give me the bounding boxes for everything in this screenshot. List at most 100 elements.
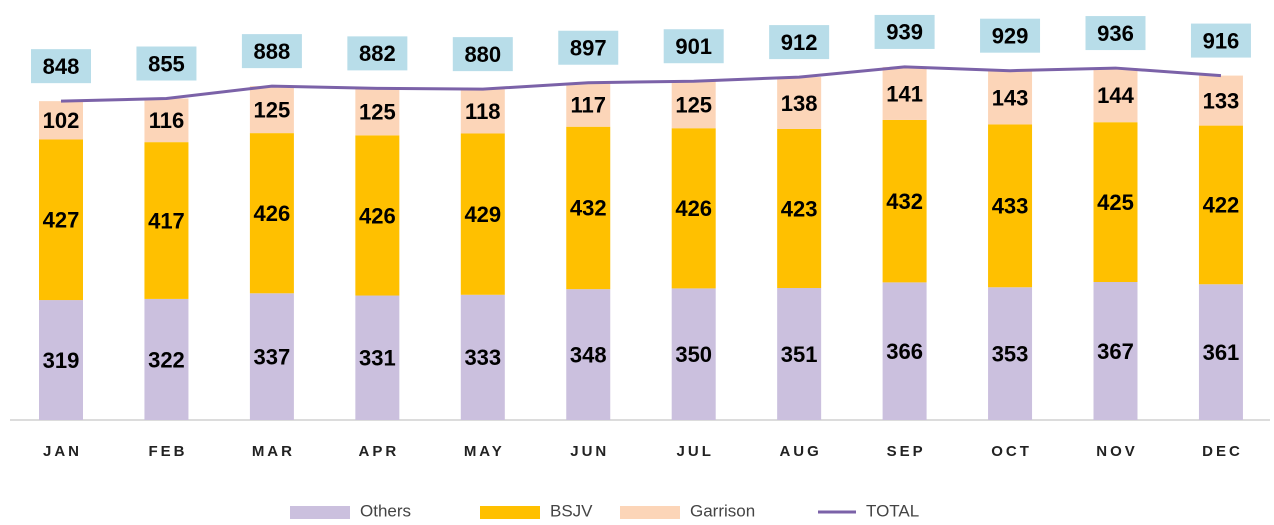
x-tick-label: AUG (779, 443, 821, 460)
data-label: 351 (781, 342, 818, 367)
bar-segment (566, 126, 611, 290)
x-tick-label: NOV (1096, 443, 1138, 460)
total-label: 855 (148, 51, 185, 76)
bar-segment (1093, 122, 1138, 283)
x-tick-label: MAR (252, 443, 295, 460)
label-box (347, 36, 408, 71)
bar-segment (460, 294, 505, 420)
data-label: 432 (570, 196, 607, 221)
data-label: 426 (359, 203, 396, 228)
total-label: 848 (43, 54, 80, 79)
label-box (980, 18, 1041, 53)
bar-segment (355, 88, 400, 136)
data-label: 348 (570, 342, 607, 367)
bar-segment (460, 89, 505, 134)
data-label: 422 (1203, 193, 1240, 218)
data-label: 426 (254, 201, 291, 226)
data-label: 144 (1097, 83, 1134, 108)
data-label: 353 (992, 341, 1029, 366)
x-tick-label: OCT (991, 443, 1032, 460)
bar-segment (777, 77, 822, 129)
label-box (874, 14, 935, 49)
data-label: 125 (359, 100, 396, 125)
label-box (452, 37, 513, 72)
data-label: 331 (359, 346, 396, 371)
bar-segment (355, 135, 400, 296)
data-label: 118 (465, 99, 501, 124)
bar-segment (460, 133, 505, 295)
label-box (31, 49, 91, 84)
label-box (558, 30, 619, 65)
total-label: 888 (254, 39, 291, 64)
data-label: 433 (992, 194, 1029, 219)
bar-segment (39, 139, 83, 301)
bar-segment (882, 282, 927, 420)
data-label: 417 (148, 208, 185, 233)
data-label: 138 (781, 91, 818, 116)
data-label: 367 (1097, 339, 1134, 364)
bar-segment (144, 142, 189, 299)
bar-segment (671, 128, 716, 289)
label-box (241, 34, 302, 69)
total-label: 916 (1203, 28, 1240, 53)
label-box (663, 29, 724, 64)
legend-swatch (620, 506, 680, 519)
bar-segment (1198, 75, 1243, 126)
bar-segment (39, 300, 83, 420)
x-tick-label: FEB (148, 443, 187, 460)
data-label: 337 (254, 344, 291, 369)
data-label: 333 (464, 345, 501, 370)
bar-segment (1093, 68, 1138, 123)
bar-segment (1198, 284, 1243, 420)
bar-segment (355, 295, 400, 420)
bar-segment (1198, 125, 1243, 285)
bar-segment (777, 128, 822, 289)
x-tick-label: MAY (464, 443, 505, 460)
bar-segment (144, 298, 189, 420)
x-tick-label: JUL (677, 443, 714, 460)
data-label: 350 (675, 342, 712, 367)
legend-label: BSJV (550, 501, 593, 520)
x-tick-label: JUN (570, 443, 609, 460)
total-label: 912 (781, 30, 818, 55)
bar-segment (566, 82, 611, 127)
data-label: 366 (886, 339, 923, 364)
data-label: 143 (992, 85, 1029, 110)
bar-segment (39, 101, 83, 140)
data-label: 361 (1203, 340, 1240, 365)
x-tick-label: APR (359, 443, 400, 460)
bar-segment (1093, 282, 1138, 420)
x-tick-label: DEC (1202, 443, 1243, 460)
data-label: 425 (1097, 190, 1134, 215)
data-label: 427 (43, 208, 80, 233)
data-label: 141 (886, 81, 923, 106)
total-label: 897 (570, 36, 607, 61)
bar-segment (249, 133, 294, 294)
total-label: 936 (1097, 21, 1134, 46)
label-box (136, 46, 197, 81)
bar-segment (144, 98, 189, 143)
total-label: 901 (675, 34, 712, 59)
data-label: 426 (675, 196, 712, 221)
bar-segment (671, 81, 716, 129)
label-box (1190, 23, 1251, 58)
legend-label: Garrison (690, 501, 755, 520)
data-label: 125 (675, 93, 712, 118)
legend-label: TOTAL (866, 501, 919, 520)
bar-segment (777, 288, 822, 420)
label-box (769, 25, 830, 60)
bar-segment (566, 289, 611, 420)
bar-segment (671, 288, 716, 420)
x-tick-label: JAN (43, 443, 82, 460)
data-label: 133 (1203, 88, 1240, 113)
data-label: 117 (571, 93, 607, 118)
data-label: 423 (781, 196, 818, 221)
bar-segment (988, 124, 1033, 288)
data-label: 322 (148, 347, 185, 372)
data-label: 102 (43, 108, 80, 133)
data-label: 429 (464, 202, 501, 227)
data-label: 125 (254, 97, 291, 122)
data-label: 432 (886, 189, 923, 214)
total-label: 939 (886, 20, 923, 45)
